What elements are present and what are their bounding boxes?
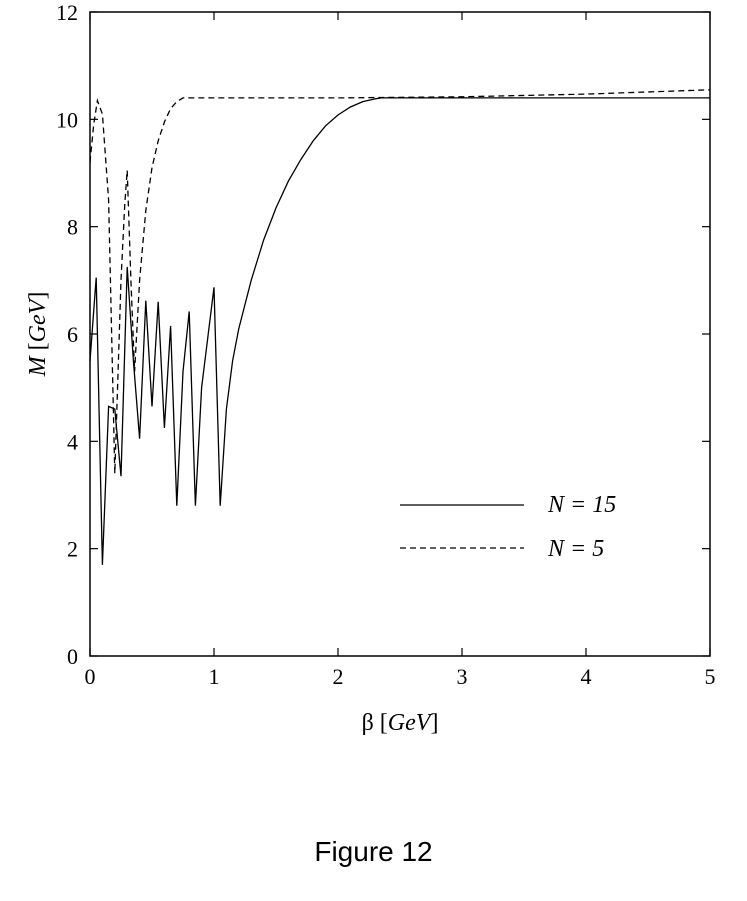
series-line-n15 <box>89 97 710 565</box>
x-tick-label: 0 <box>85 664 96 689</box>
y-tick-label: 4 <box>67 429 78 454</box>
y-tick-label: 10 <box>56 107 78 132</box>
x-tick-label: 4 <box>581 664 592 689</box>
y-tick-label: 0 <box>67 644 78 669</box>
y-tick-label: 12 <box>56 0 78 25</box>
y-tick-label: 2 <box>67 537 78 562</box>
series-lines <box>89 89 711 565</box>
plot-frame <box>89 11 711 657</box>
figure-caption: Figure 12 <box>314 836 433 867</box>
legend-label-n15: N = 15 <box>547 492 616 518</box>
x-tick-label: 1 <box>209 664 220 689</box>
y-tick-label: 8 <box>67 215 78 240</box>
legend: N = 15 N = 5 <box>400 492 616 562</box>
y-tick-label: 6 <box>67 322 78 347</box>
x-tick-label: 2 <box>333 664 344 689</box>
series-line-n5 <box>89 89 711 474</box>
x-axis-label: β [GeV] <box>362 710 439 736</box>
y-axis-label: M [GeV] <box>25 292 51 378</box>
x-tick-label: 3 <box>457 664 468 689</box>
legend-label-n5: N = 5 <box>547 536 604 562</box>
x-tick-label: 5 <box>705 664 716 689</box>
